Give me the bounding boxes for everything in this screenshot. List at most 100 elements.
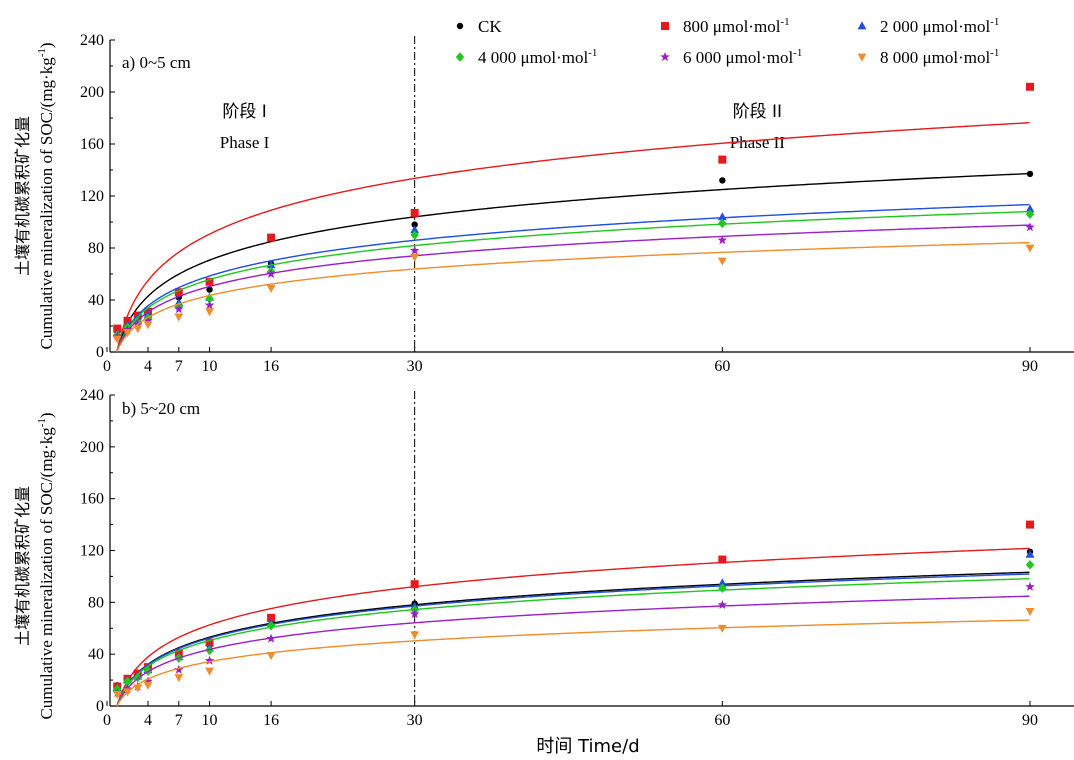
data-point-s4000 [718, 218, 727, 229]
fit-curve-s2000 [116, 573, 1030, 707]
y-tick-label: 0 [96, 698, 104, 715]
data-point-s8000 [1025, 244, 1035, 253]
data-point-s800 [205, 277, 214, 286]
legend-label-s2000: 2 000 μmol·mol-1 [880, 16, 999, 36]
data-point-s4000 [1025, 209, 1035, 219]
data-point-s6000 [717, 235, 728, 245]
data-point-s6000 [204, 300, 215, 310]
data-point-s8000 [717, 257, 727, 266]
legend-marker-s2000 [857, 21, 867, 30]
data-point-s6000 [266, 633, 276, 643]
x-tick-label: 0 [103, 358, 111, 375]
y-tick-label: 40 [88, 646, 104, 663]
data-point-s800 [410, 208, 419, 217]
x-tick-label: 30 [407, 712, 423, 729]
legend-marker-ck [456, 22, 464, 30]
data-point-s8000 [123, 688, 132, 697]
data-point-s800 [267, 233, 276, 242]
legend-marker-s8000 [857, 53, 867, 62]
fit-curve-s8000 [116, 619, 1030, 707]
panel-b: b) 5~20 cm 0 40 80 120 160 200 240 0 4 7 10 16 30 60 9… [80, 387, 1074, 729]
x-tick-label: 4 [144, 358, 152, 375]
data-point-s800 [410, 580, 419, 589]
x-tick-label: 4 [144, 712, 152, 729]
data-point-s2000 [410, 225, 420, 234]
data-point-s800 [718, 155, 727, 164]
x-tick-label: 7 [175, 358, 183, 375]
data-point-s8000 [410, 253, 420, 262]
legend-label-s8000: 8 000 μmol·mol-1 [880, 47, 999, 67]
data-point-s800 [205, 638, 214, 647]
legend-label-s6000: 6 000 μmol·mol-1 [683, 47, 802, 67]
y-tick-label: 240 [80, 32, 104, 49]
data-point-s4000 [266, 620, 276, 631]
x-tick-label: 90 [1022, 358, 1038, 375]
legend: CK 800 μmol·mol-1 2 000 μmol·mol-1 4 000 μm… [455, 16, 999, 67]
phase-label-cn: 阶段 I [222, 102, 266, 122]
data-point-s8000 [717, 624, 727, 633]
data-point-s8000 [174, 674, 184, 683]
data-point-s6000 [1025, 581, 1035, 591]
y-axis-title-en-sup: -1 [36, 48, 48, 57]
y-axis-title-en-close: ) [37, 42, 56, 48]
data-point-s8000 [143, 321, 153, 330]
y-axis-title-en-a: Cumulative mineralization of SOC/(mg·kg-… [36, 42, 56, 349]
y-axis-title-b: 土壤有机碳累积矿化量 [13, 486, 32, 646]
x-tick-label: 16 [263, 712, 279, 729]
data-point-ck [206, 286, 213, 293]
data-point-s6000 [409, 609, 420, 619]
fit-curve-s4000 [116, 578, 1030, 707]
panel-b-label: b) 5~20 cm [122, 399, 200, 418]
data-point-s4000 [410, 230, 419, 240]
y-tick-label: 120 [80, 188, 104, 205]
legend-label-s4000: 4 000 μmol·mol-1 [478, 47, 597, 67]
x-axis-title: 时间 Time/d [536, 736, 639, 757]
y-tick-label: 40 [88, 292, 104, 309]
data-point-s800 [718, 555, 727, 564]
x-tick-label: 0 [103, 712, 111, 729]
data-point-s6000 [204, 655, 215, 665]
phase-label-en: Phase II [730, 133, 786, 152]
data-point-s8000 [133, 684, 143, 693]
x-tick-label: 16 [263, 358, 279, 375]
y-tick-label: 160 [80, 136, 104, 153]
data-point-s4000 [1025, 559, 1035, 570]
x-tick-label: 60 [714, 712, 730, 729]
x-tick-label: 30 [407, 358, 423, 375]
data-point-s6000 [174, 304, 184, 314]
data-point-s6000 [1025, 222, 1035, 232]
data-point-s8000 [174, 313, 184, 322]
data-point-s8000 [112, 690, 122, 699]
phase-label-en: Phase I [220, 133, 270, 152]
data-point-ck [719, 177, 726, 184]
fit-curve-s2000 [116, 203, 1030, 353]
fit-curve-s6000 [116, 224, 1030, 353]
data-point-s8000 [266, 284, 276, 293]
legend-marker-s4000 [455, 52, 465, 62]
y-tick-label: 160 [80, 491, 104, 508]
data-point-s8000 [123, 329, 132, 338]
data-point-s6000 [409, 245, 420, 255]
legend-label-ck: CK [478, 17, 502, 36]
y-axis-title-en: Cumulative mineralization of SOC/(mg·kg-… [36, 412, 56, 719]
data-point-s6000 [266, 269, 276, 279]
data-point-s800 [174, 288, 183, 297]
y-tick-label: 0 [96, 344, 104, 361]
data-point-s4000 [718, 583, 727, 593]
panel-a-label: a) 0~5 cm [122, 53, 191, 72]
data-point-s800 [1026, 82, 1034, 91]
legend-marker-s6000 [660, 52, 670, 62]
panel-a: a) 0~5 cm 0 40 80 120 160 200 240 0 4 7 10 16 30 60 90… [80, 32, 1074, 375]
data-point-s800 [113, 324, 122, 333]
data-point-s2000 [717, 212, 727, 221]
y-axis-title-cn: 土壤有机碳累积矿化量 [13, 116, 32, 276]
y-tick-label: 80 [88, 594, 104, 611]
y-tick-label: 200 [80, 439, 104, 456]
x-tick-label: 10 [202, 358, 218, 375]
y-axis-title-en-b: Cumulative mineralization of SOC/(mg·kg-… [36, 412, 56, 719]
data-point-s8000 [143, 681, 153, 690]
legend-label-s800: 800 μmol·mol-1 [683, 16, 790, 36]
data-point-s4000 [205, 645, 214, 656]
y-axis-title-en-main: Cumulative mineralization of SOC/(mg·kg [37, 427, 56, 720]
